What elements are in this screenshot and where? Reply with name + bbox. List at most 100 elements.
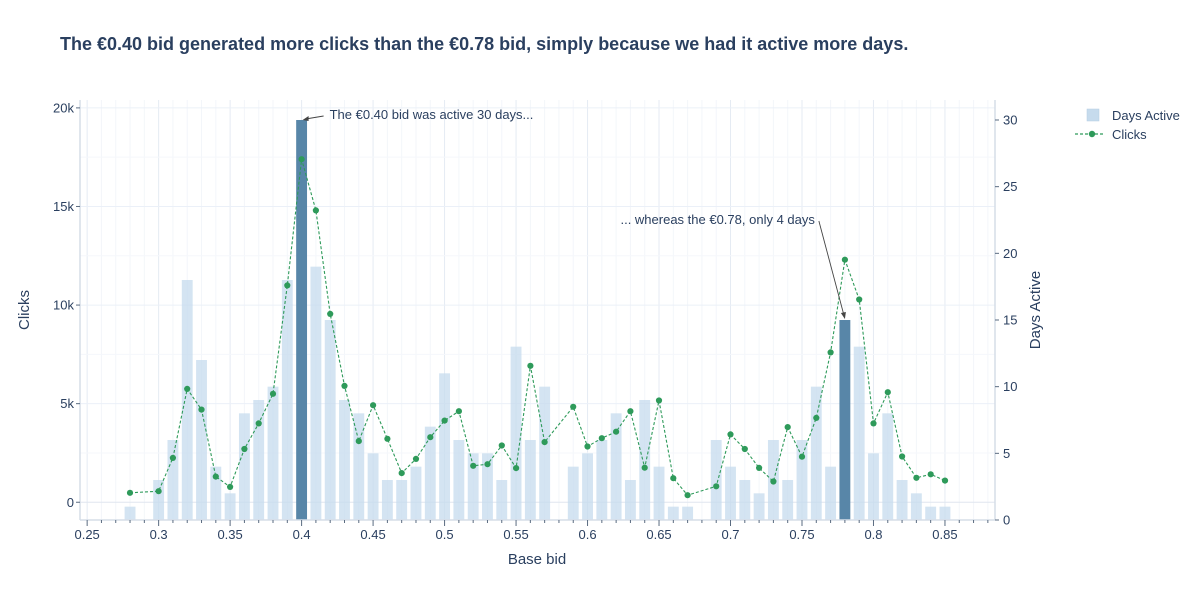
clicks-point xyxy=(613,428,620,435)
clicks-point xyxy=(184,385,191,392)
clicks-point xyxy=(655,397,663,404)
bar xyxy=(667,506,679,520)
bar xyxy=(353,413,365,520)
y-right-tick-label: 30 xyxy=(1003,113,1017,128)
clicks-point xyxy=(327,310,334,317)
clicks-point xyxy=(212,473,219,480)
bar xyxy=(510,346,522,520)
clicks-point xyxy=(269,390,277,397)
bar xyxy=(782,480,794,520)
legend-item-clicks[interactable]: Clicks xyxy=(1075,127,1147,142)
bar xyxy=(281,280,293,520)
bar xyxy=(196,360,207,520)
x-tick-label: 0.85 xyxy=(932,527,957,542)
clicks-point xyxy=(298,156,305,163)
annotations-layer: The €0.40 bid was active 30 days... ... w… xyxy=(302,107,846,319)
bar xyxy=(153,480,165,520)
bar xyxy=(453,440,465,520)
x-tick-label: 0.55 xyxy=(503,527,528,542)
axes-layer xyxy=(76,100,999,526)
y-right-tick-labels: 0 5 10 15 20 25 30 xyxy=(1003,113,1017,528)
bar xyxy=(582,453,593,520)
clicks-point xyxy=(541,439,548,446)
bar-highlight xyxy=(839,320,851,520)
clicks-point xyxy=(899,453,906,460)
clicks-point xyxy=(598,435,605,442)
clicks-point xyxy=(727,431,734,438)
clicks-point xyxy=(627,408,634,415)
x-tick-label: 0.75 xyxy=(789,527,814,542)
legend-swatch-clicks-marker xyxy=(1088,130,1096,138)
points-layer xyxy=(126,156,949,499)
bar xyxy=(396,480,408,520)
annotation-1-text: The €0.40 bid was active 30 days... xyxy=(330,107,534,122)
bar xyxy=(853,346,865,520)
bar xyxy=(796,440,808,520)
bar xyxy=(124,506,136,520)
x-tick-label: 0.25 xyxy=(74,527,99,542)
bar xyxy=(367,453,379,520)
legend: Days Active Clicks xyxy=(1075,108,1180,142)
bar xyxy=(882,413,894,520)
clicks-point xyxy=(484,461,491,468)
legend-swatch-days-active xyxy=(1086,108,1100,122)
bar xyxy=(725,466,736,520)
clicks-point xyxy=(384,435,391,442)
y-right-tick-label: 20 xyxy=(1003,246,1017,261)
bar xyxy=(253,400,265,520)
legend-item-days-active[interactable]: Days Active xyxy=(1086,108,1180,123)
x-tick-label: 0.3 xyxy=(150,527,168,542)
annotation-2-arrow-line xyxy=(818,220,845,316)
x-tick-label: 0.35 xyxy=(217,527,242,542)
legend-label-clicks: Clicks xyxy=(1112,127,1147,142)
bar xyxy=(496,480,508,520)
clicks-point xyxy=(355,438,362,445)
clicks-point xyxy=(227,483,234,490)
annotation-2-arrow-head xyxy=(840,312,846,319)
clicks-point xyxy=(441,417,448,424)
y-left-tick-label: 5k xyxy=(60,396,74,411)
clicks-point xyxy=(427,434,434,441)
clicks-point xyxy=(370,402,377,409)
bar xyxy=(210,466,222,520)
bar xyxy=(181,280,193,520)
clicks-point xyxy=(756,464,763,471)
clicks-point xyxy=(255,420,262,427)
clicks-point xyxy=(784,424,791,431)
clicks-point xyxy=(856,296,863,303)
bar xyxy=(610,413,622,520)
annotation-1-arrow-head xyxy=(302,116,309,121)
bar xyxy=(939,506,951,520)
x-tick-label: 0.4 xyxy=(293,527,311,542)
x-tick-label: 0.8 xyxy=(864,527,882,542)
bar xyxy=(710,440,722,520)
y-right-tick-label: 0 xyxy=(1003,513,1010,528)
y-right-tick-label: 15 xyxy=(1003,313,1017,328)
bar xyxy=(653,466,665,520)
clicks-point xyxy=(670,475,677,482)
clicks-point xyxy=(470,462,477,469)
clicks-point xyxy=(870,420,877,427)
annotation-2-text: ... whereas the €0.78, only 4 days xyxy=(620,212,815,227)
clicks-point xyxy=(584,443,591,450)
clicks-point xyxy=(684,492,691,499)
y-right-tick-label: 5 xyxy=(1003,446,1010,461)
clicks-point xyxy=(770,478,777,485)
clicks-point xyxy=(513,465,520,472)
bars-layer xyxy=(124,120,951,520)
bar xyxy=(539,386,551,520)
clicks-point xyxy=(841,256,849,263)
y-left-tick-label: 10k xyxy=(53,298,74,313)
x-tick-labels: 0.25 0.3 0.35 0.4 0.45 0.5 0.55 0.6 0.65 0.7 0.75 0… xyxy=(74,527,957,542)
clicks-point xyxy=(169,454,176,461)
chart-title: The €0.40 bid generated more clicks than… xyxy=(60,34,908,54)
legend-label-days-active: Days Active xyxy=(1112,108,1180,123)
clicks-point xyxy=(913,474,920,481)
y-right-tick-label: 10 xyxy=(1003,379,1017,394)
bar xyxy=(596,440,608,520)
clicks-point xyxy=(827,349,834,356)
x-tick-label: 0.6 xyxy=(579,527,597,542)
x-tick-label: 0.7 xyxy=(721,527,739,542)
